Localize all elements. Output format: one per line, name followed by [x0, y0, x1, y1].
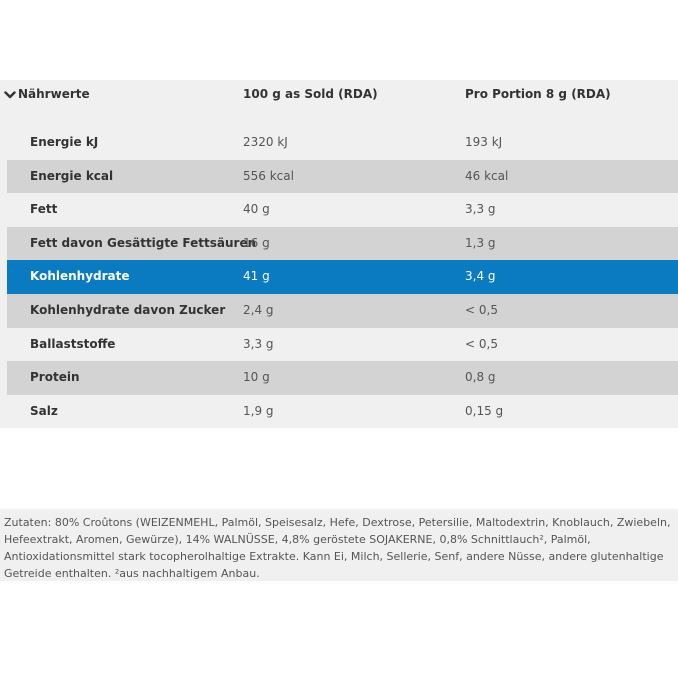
row-label: Kohlenhydrate davon Zucker: [30, 302, 226, 317]
ingredients-text: Zutaten: 80% Croûtons (WEIZENMEHL, Palmö…: [0, 509, 678, 581]
header-per-portion: Pro Portion 8 g (RDA): [465, 87, 611, 101]
row-label: Fett davon Gesättigte Fettsäuren: [30, 235, 257, 250]
row-value-100g: 10 g: [243, 370, 270, 385]
row-label: Energie kJ: [30, 135, 99, 149]
table-row-highlighted: Kohlenhydrate 41 g 3,4 g: [7, 260, 678, 294]
table-row: Salz 1,9 g 0,15 g: [7, 395, 678, 429]
row-value-portion: 1,3 g: [465, 235, 496, 250]
row-value-portion: 0,8 g: [465, 370, 496, 385]
row-label: Ballaststoffe: [30, 336, 116, 351]
row-label: Kohlenhydrate: [30, 269, 130, 284]
table-row: Ballaststoffe 3,3 g < 0,5: [7, 328, 678, 362]
row-value-portion: 193 kJ: [465, 135, 503, 149]
row-value-portion: 3,3 g: [465, 202, 496, 217]
header-per-100g: 100 g as Sold (RDA): [243, 87, 378, 101]
row-label: Protein: [30, 370, 80, 385]
row-value-100g: 16 g: [243, 235, 270, 250]
nutrition-panel: Nährwerte 100 g as Sold (RDA) Pro Portio…: [0, 80, 678, 428]
table-row: Energie kJ 2320 kJ 193 kJ: [7, 126, 678, 160]
row-value-portion: < 0,5: [465, 336, 498, 351]
row-value-portion: 0,15 g: [465, 403, 504, 418]
row-label: Fett: [30, 202, 58, 217]
table-row: Fett davon Gesättigte Fettsäuren 16 g 1,…: [7, 226, 678, 261]
row-value-portion: < 0,5: [465, 302, 498, 317]
row-label: Salz: [30, 403, 58, 418]
row-value-100g: 1,9 g: [243, 403, 274, 418]
chevron-down-icon[interactable]: [4, 90, 16, 100]
row-value-100g: 41 g: [243, 269, 270, 284]
header-nutrients-label: Nährwerte: [18, 87, 90, 101]
table-row: Kohlenhydrate davon Zucker 2,4 g < 0,5: [7, 293, 678, 328]
nutrition-rows: Energie kJ 2320 kJ 193 kJ Energie kcal 5…: [7, 126, 678, 428]
row-value-100g: 3,3 g: [243, 336, 274, 351]
row-value-100g: 40 g: [243, 202, 270, 217]
table-row: Energie kcal 556 kcal 46 kcal: [7, 159, 678, 194]
table-row: Protein 10 g 0,8 g: [7, 361, 678, 395]
row-value-portion: 3,4 g: [465, 269, 496, 284]
nutrition-table-header[interactable]: Nährwerte 100 g as Sold (RDA) Pro Portio…: [0, 80, 678, 126]
row-value-100g: 556 kcal: [243, 168, 294, 183]
table-row: Fett 40 g 3,3 g: [7, 193, 678, 227]
row-label: Energie kcal: [30, 168, 114, 183]
row-value-portion: 46 kcal: [465, 168, 509, 183]
header-nutrients[interactable]: Nährwerte: [4, 87, 90, 101]
row-value-100g: 2320 kJ: [243, 135, 288, 149]
row-value-100g: 2,4 g: [243, 302, 274, 317]
